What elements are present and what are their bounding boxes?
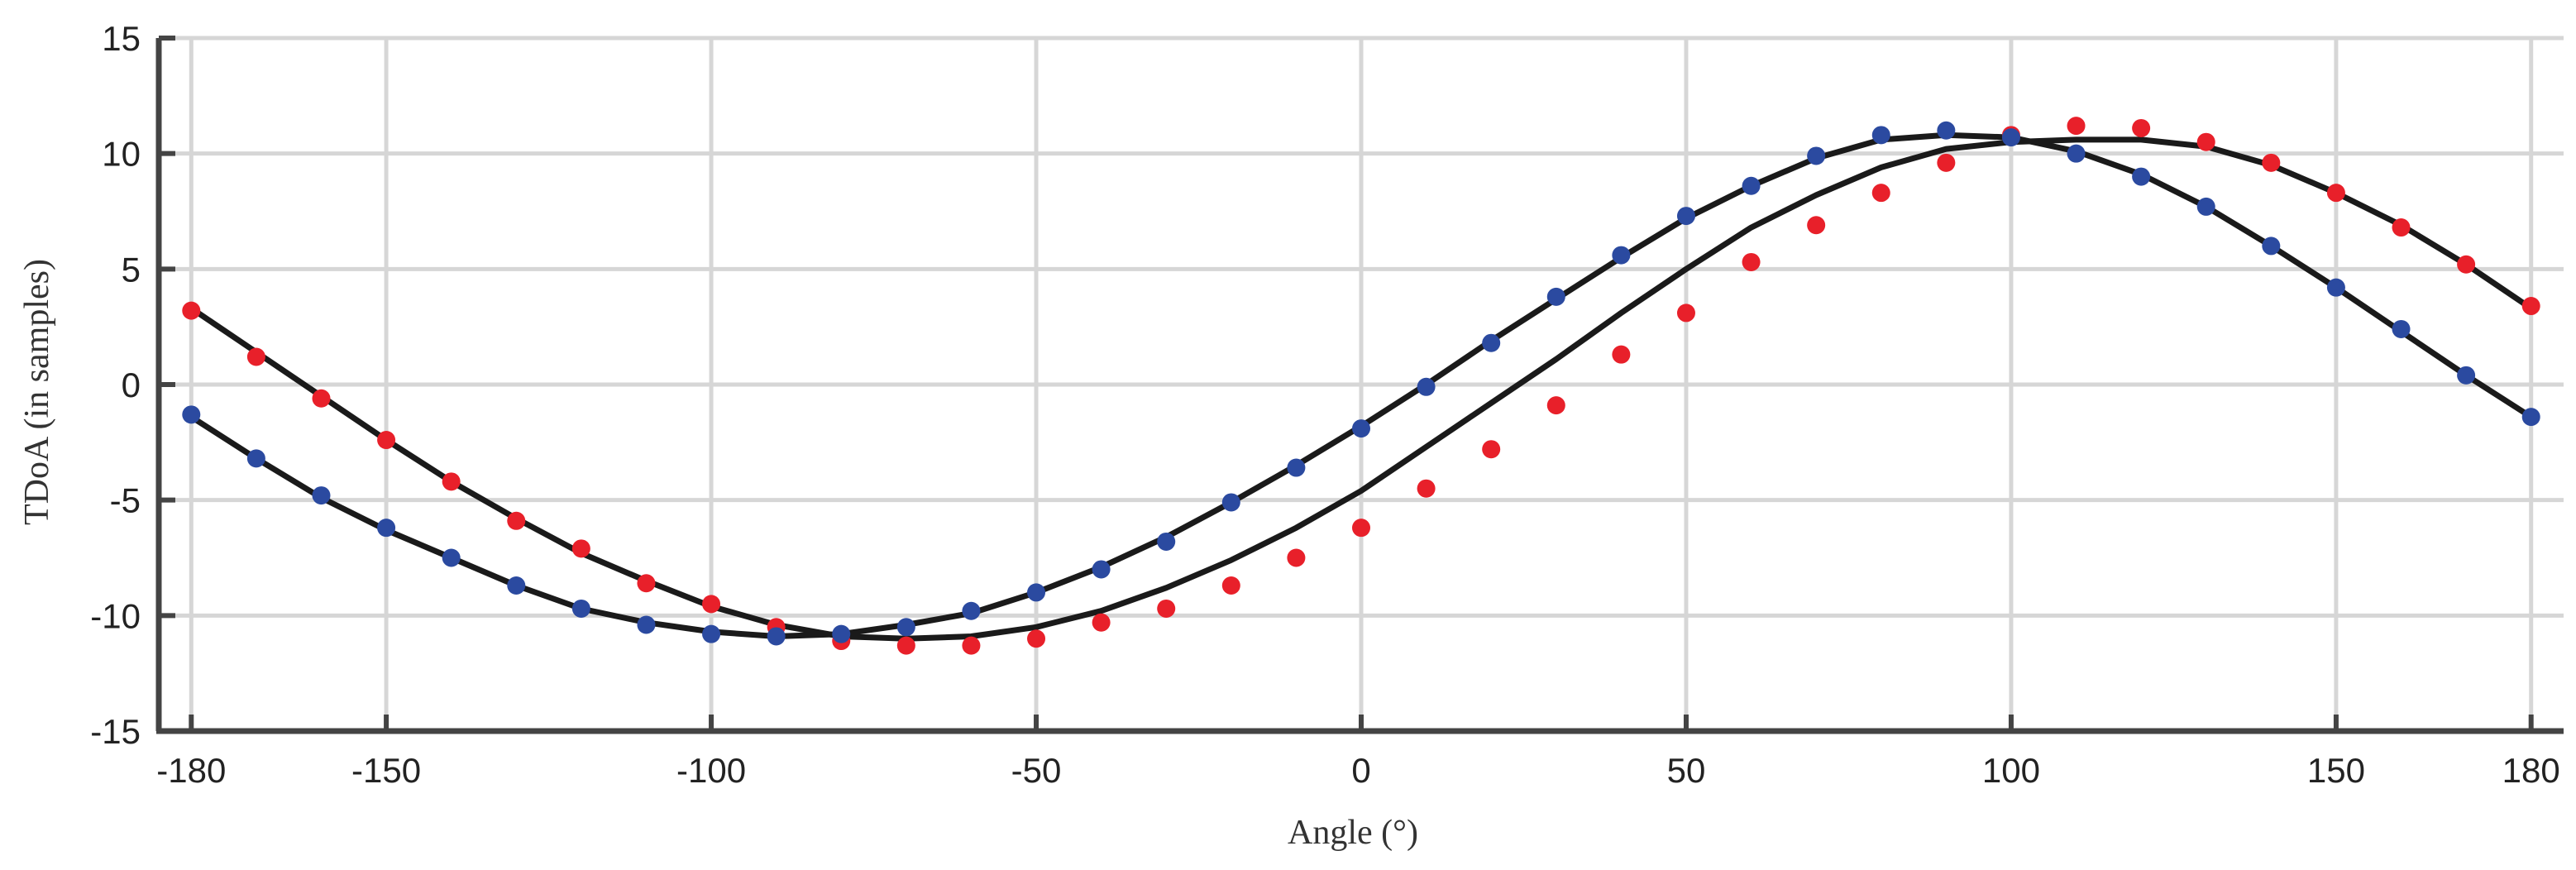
data-point-series-1 [1027, 629, 1046, 648]
data-points [182, 117, 2540, 655]
x-tick-label: -50 [1011, 751, 1062, 790]
x-tick-label: 0 [1351, 751, 1370, 790]
data-point-series-1 [2132, 118, 2151, 137]
data-point-series-1 [442, 472, 461, 491]
data-point-series-2 [442, 548, 461, 567]
data-point-series-1 [896, 636, 915, 655]
data-point-series-2 [1482, 333, 1501, 352]
x-tick-label: -100 [676, 751, 746, 790]
data-point-series-1 [571, 539, 590, 558]
data-point-series-2 [377, 519, 396, 538]
data-point-series-2 [571, 599, 590, 618]
x-axis-label: Angle (°) [1288, 814, 1418, 852]
y-tick-label: 5 [122, 250, 141, 289]
data-point-series-2 [2457, 366, 2476, 385]
y-axis-label: TDoA (in samples) [18, 259, 56, 525]
data-point-series-2 [1546, 287, 1565, 306]
data-point-series-2 [1937, 121, 1956, 140]
data-point-series-1 [377, 431, 396, 450]
data-point-series-1 [2067, 117, 2086, 136]
y-tick-label: -10 [90, 596, 141, 635]
data-point-series-1 [637, 574, 656, 593]
data-point-series-1 [2262, 153, 2281, 172]
axes [155, 36, 2564, 734]
data-point-series-1 [2521, 297, 2540, 316]
x-tick-label: 100 [1982, 751, 2040, 790]
data-point-series-1 [962, 636, 981, 655]
data-point-series-1 [1352, 519, 1370, 538]
data-point-series-1 [2457, 255, 2476, 274]
data-point-series-1 [1871, 184, 1890, 203]
data-point-series-1 [1417, 479, 1436, 498]
data-point-series-2 [2326, 278, 2345, 297]
x-tick-label: 50 [1667, 751, 1706, 790]
data-point-series-2 [637, 615, 656, 634]
data-point-series-2 [2067, 144, 2086, 163]
data-point-series-1 [246, 347, 265, 366]
data-point-series-2 [767, 627, 786, 646]
data-point-series-2 [2196, 197, 2215, 216]
data-point-series-1 [1482, 440, 1501, 459]
data-point-series-2 [1157, 532, 1176, 551]
data-point-series-1 [507, 511, 526, 530]
data-point-series-2 [1676, 207, 1695, 226]
data-point-series-1 [1937, 153, 1956, 172]
data-point-series-2 [2392, 319, 2411, 338]
data-point-series-1 [1092, 613, 1111, 632]
data-point-series-2 [1221, 493, 1240, 512]
data-point-series-2 [182, 405, 201, 424]
data-point-series-2 [2001, 128, 2020, 147]
x-tick-label: 180 [2502, 751, 2560, 790]
data-point-series-1 [182, 301, 201, 320]
x-tick-label: 150 [2307, 751, 2365, 790]
x-tick-label: -150 [351, 751, 421, 790]
data-point-series-1 [312, 389, 331, 408]
data-point-series-2 [1352, 419, 1370, 438]
data-point-series-1 [2326, 184, 2345, 203]
data-point-series-2 [832, 624, 851, 643]
data-point-series-2 [2132, 167, 2151, 186]
data-point-series-1 [1221, 576, 1240, 595]
y-tick-label: 0 [122, 366, 141, 404]
data-point-series-1 [1742, 252, 1761, 271]
data-point-series-1 [2392, 218, 2411, 237]
data-point-series-2 [1742, 176, 1761, 195]
data-point-series-1 [1612, 345, 1631, 364]
data-point-series-1 [2196, 132, 2215, 151]
data-point-series-1 [1676, 304, 1695, 323]
data-point-series-1 [702, 595, 721, 614]
data-point-series-2 [1871, 126, 1890, 145]
data-point-series-1 [1157, 599, 1176, 618]
tick-labels: -180 -150 -100 -50 0 50 100 150 180-15-10-505101… [90, 19, 2559, 790]
data-point-series-2 [1027, 583, 1046, 602]
data-point-series-2 [507, 576, 526, 595]
data-point-series-2 [1612, 246, 1631, 265]
y-tick-label: -5 [110, 481, 141, 520]
data-point-series-1 [1807, 216, 1826, 235]
data-point-series-1 [1287, 548, 1306, 567]
data-point-series-2 [1092, 560, 1111, 579]
data-point-series-2 [2262, 237, 2281, 256]
data-point-series-2 [1417, 377, 1436, 396]
y-tick-label: 10 [102, 135, 141, 174]
data-point-series-2 [312, 486, 331, 505]
data-point-series-2 [246, 449, 265, 468]
data-point-series-2 [896, 618, 915, 637]
data-point-series-2 [702, 624, 721, 643]
data-point-series-1 [1546, 396, 1565, 415]
data-point-series-2 [1807, 146, 1826, 165]
y-tick-label: -15 [90, 712, 141, 751]
data-point-series-2 [962, 601, 981, 620]
x-tick-label: -180 [156, 751, 226, 790]
data-point-series-2 [2521, 408, 2540, 427]
y-tick-label: 15 [102, 19, 141, 58]
data-point-series-2 [1287, 458, 1306, 477]
